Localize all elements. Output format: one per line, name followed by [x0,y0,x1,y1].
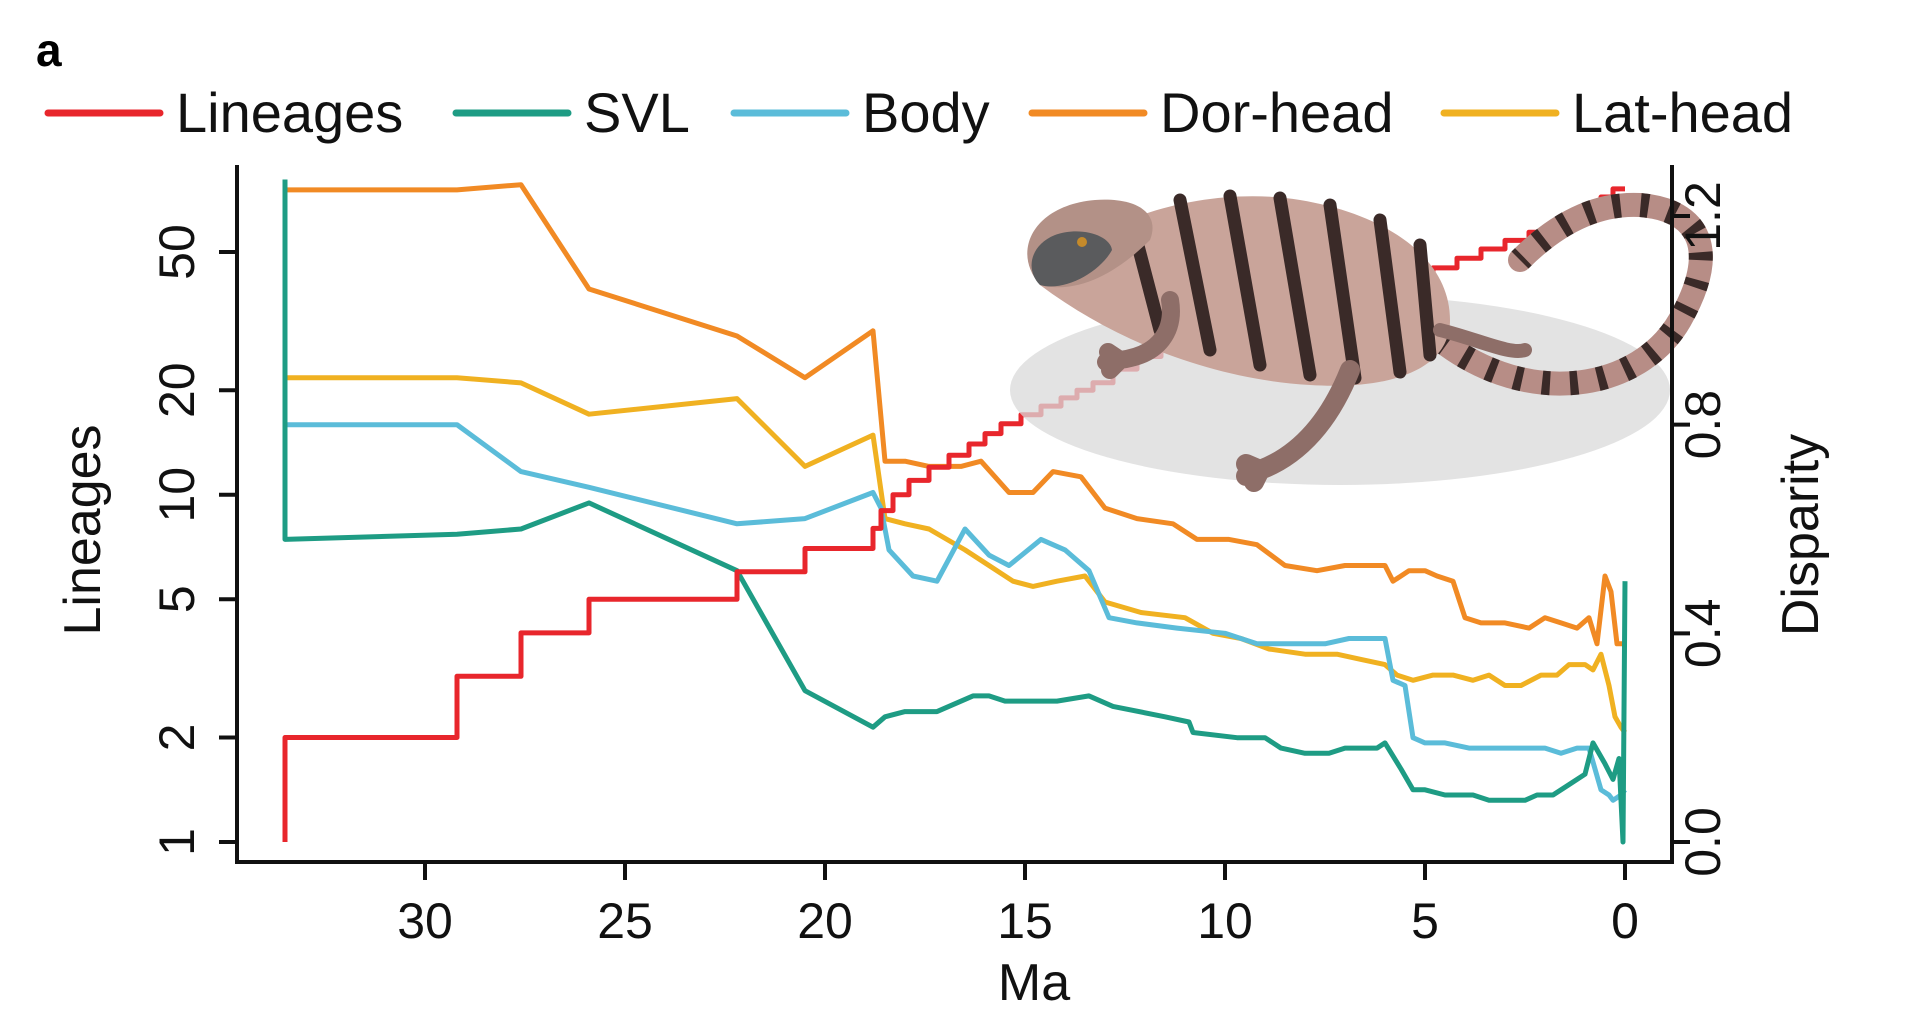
right-y-tick-label: 0.4 [1675,599,1731,669]
legend-label-lat-head: Lat-head [1572,81,1793,144]
panel-label: a [36,24,62,76]
lizard-back-foot [1433,323,1532,358]
right-y-ticks: 0.0 0.4 0.8 1.2 [1672,181,1731,877]
lizard-body-stripes [1123,189,1437,385]
x-tick-label: 10 [1197,893,1253,949]
right-y-axis-title: Disparity [1772,434,1830,636]
left-y-tick-label: 20 [149,362,205,418]
legend-label-dor-head: Dor-head [1160,81,1393,144]
plot-area [282,179,1713,845]
x-axis-title: Ma [998,954,1070,1012]
lizard-snout [1031,231,1112,287]
right-y-tick-label: 1.2 [1675,181,1731,251]
lizard-tail [1428,192,1713,396]
right-y-tick-label: 0.8 [1675,390,1731,460]
legend-label-svl: SVL [584,81,690,144]
left-y-axis-title: Lineages [54,424,112,635]
left-y-tick-label: 5 [149,585,205,613]
x-tick-label: 20 [797,893,853,949]
lizard-hind-leg [1236,360,1360,492]
x-tick-label: 25 [597,893,653,949]
x-tick-label: 0 [1611,893,1639,949]
x-tick-label: 15 [997,893,1053,949]
lizard-eye [1077,237,1087,247]
legend-label-lineages: Lineages [176,81,403,144]
legend: Lineages SVL Body Dor-head Lat-head [44,81,1793,144]
series-line-dor-head [282,182,1625,647]
x-tick-label: 5 [1411,893,1439,949]
left-y-tick-label: 2 [149,724,205,752]
series-line-svl [282,179,1628,845]
lizard-front-leg [1097,291,1180,379]
left-y-tick-label: 50 [149,224,205,280]
left-y-ticks: 1 2 5 10 20 50 [149,224,237,856]
series-layer [282,179,1628,845]
x-tick-label: 30 [397,893,453,949]
left-y-tick-label: 1 [149,828,205,856]
series-line-lat-head [285,375,1627,735]
left-y-tick-label: 10 [149,467,205,523]
legend-label-body: Body [862,81,990,144]
x-ticks: 30 25 20 15 10 5 0 [397,862,1639,949]
lizard-illustration [1010,189,1713,492]
right-y-tick-label: 0.0 [1675,807,1731,877]
